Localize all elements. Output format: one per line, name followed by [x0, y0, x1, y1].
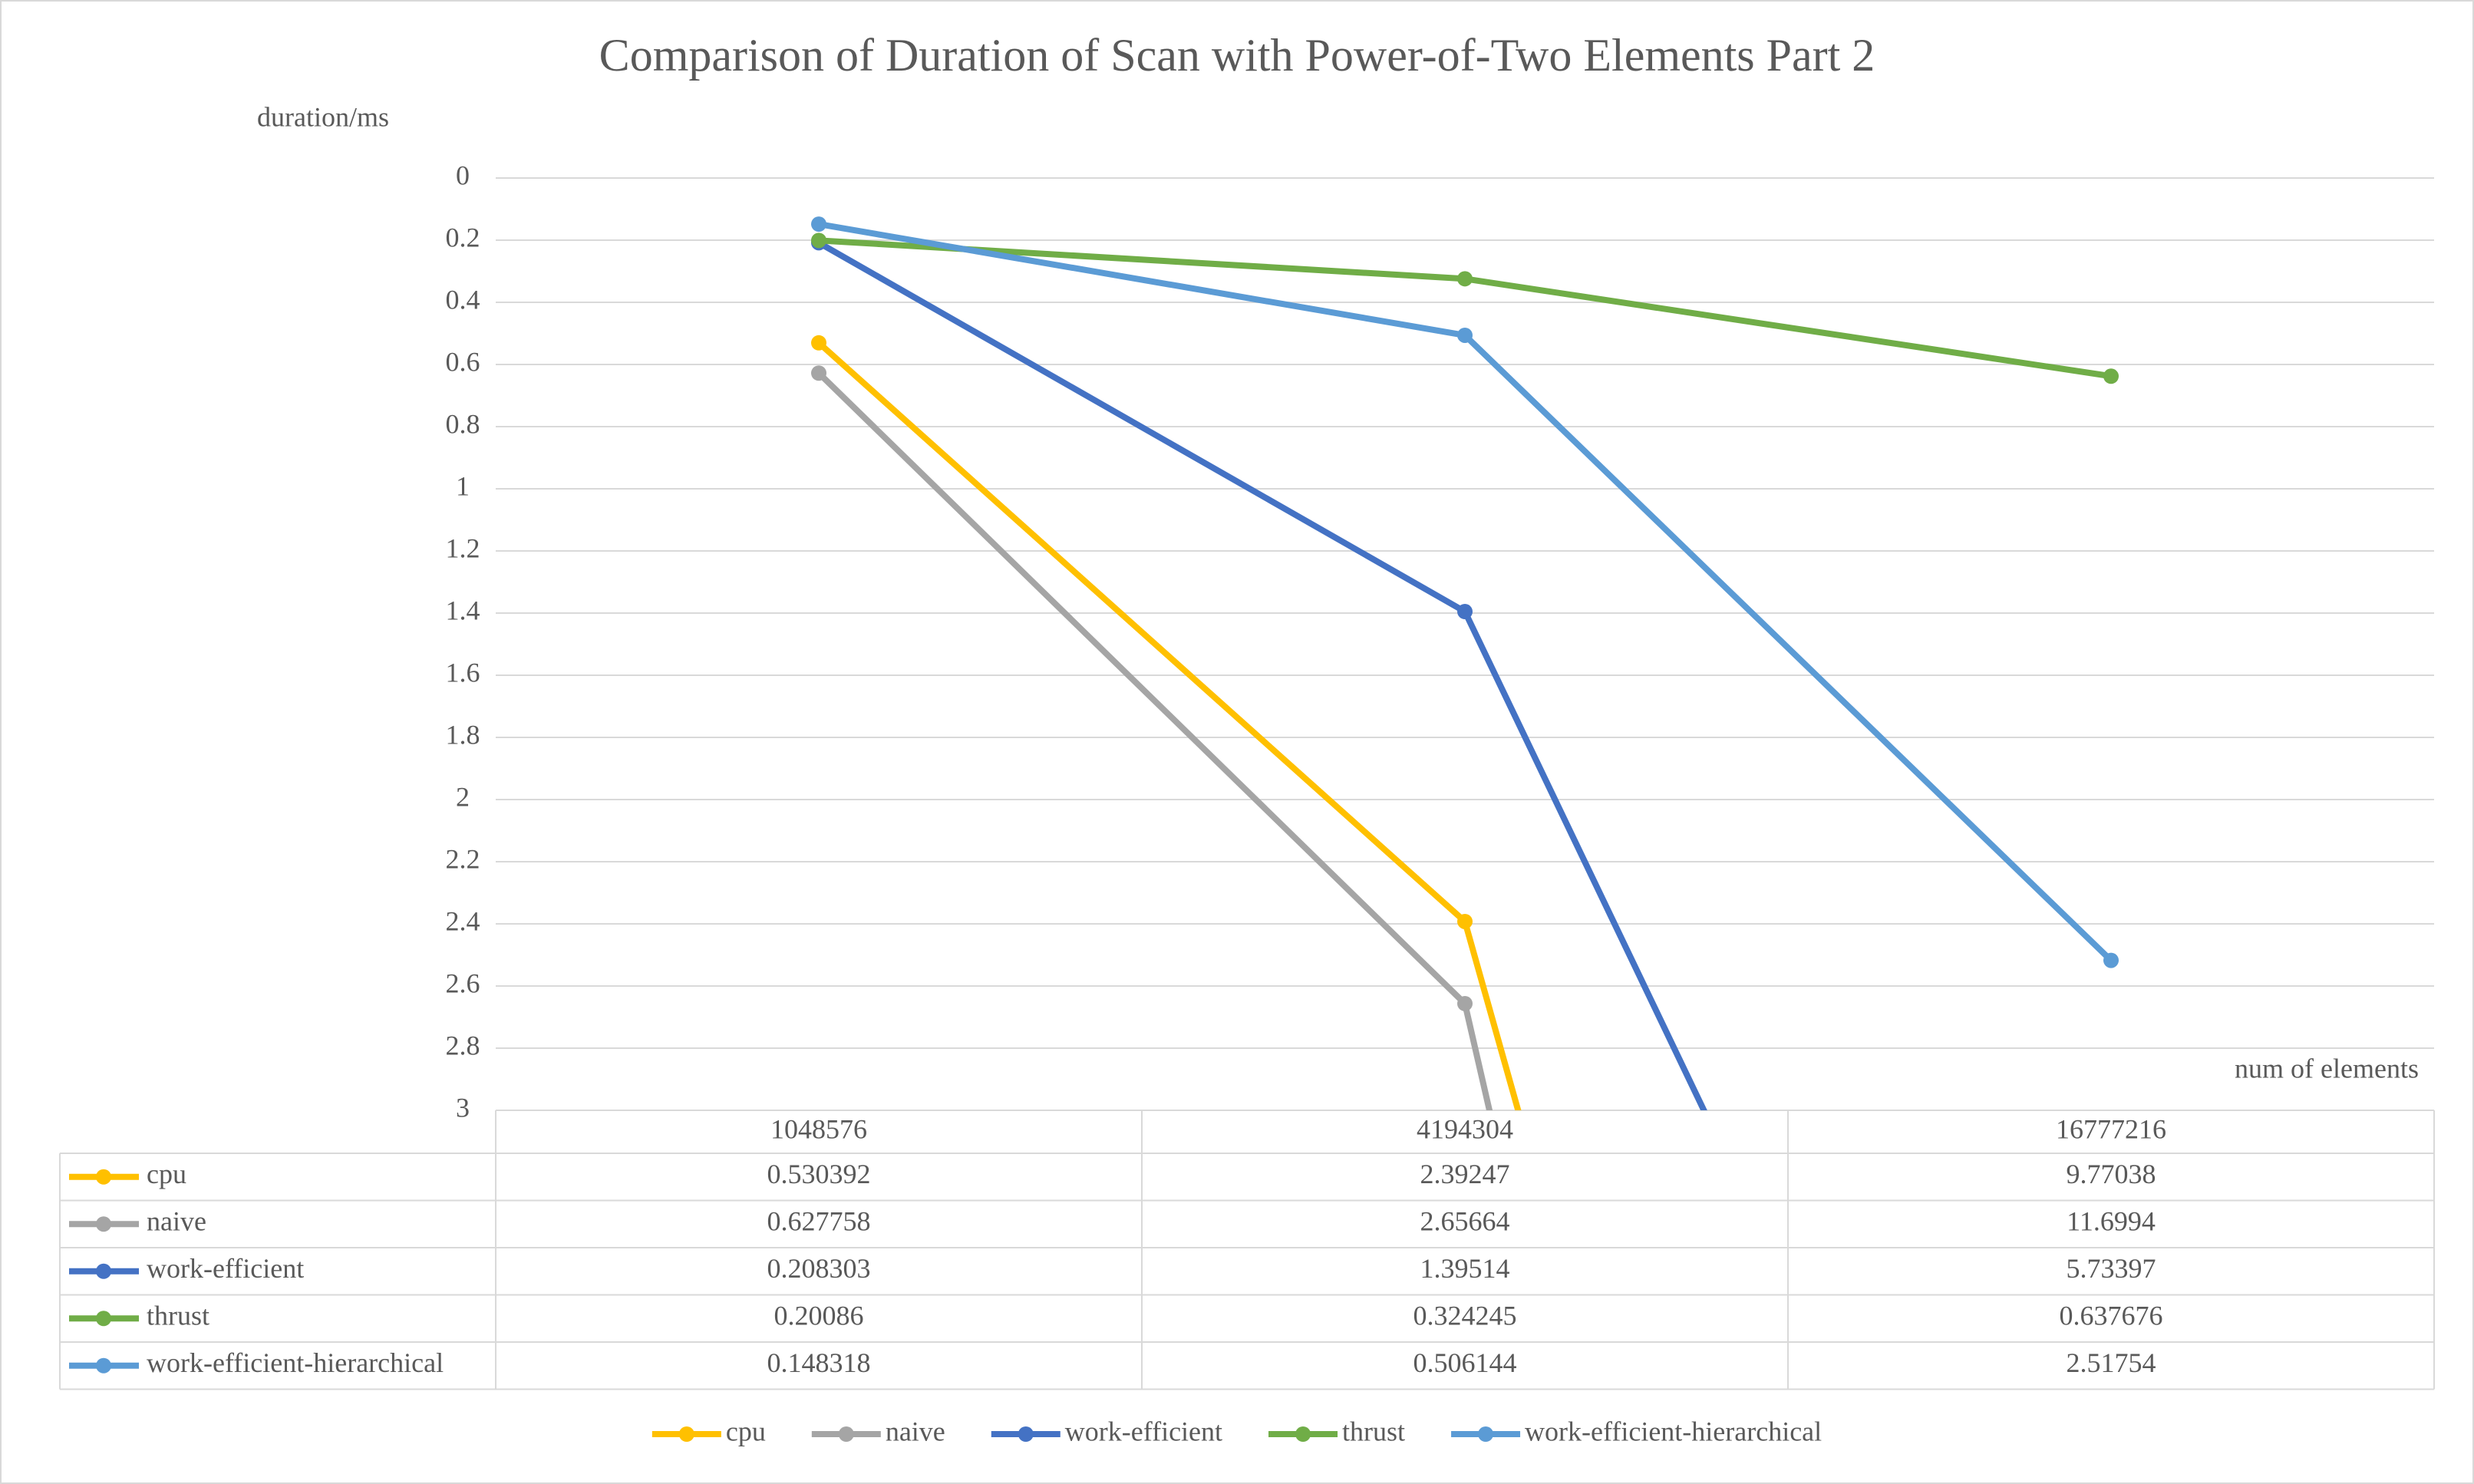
table-value: 0.324245 — [1413, 1301, 1517, 1331]
legend-marker — [1018, 1426, 1034, 1442]
table-value: 0.530392 — [767, 1159, 871, 1189]
legend-label: work-efficient — [1065, 1416, 1222, 1446]
legend-label: cpu — [726, 1416, 766, 1446]
plot-area — [811, 216, 2119, 1110]
table-legend-marker — [96, 1357, 111, 1374]
table-value: 2.39247 — [1420, 1159, 1510, 1189]
y-tick-label: 2.8 — [446, 1030, 480, 1060]
table-value: 0.506144 — [1413, 1347, 1517, 1378]
data-point — [811, 365, 826, 381]
y-tick-label: 1.4 — [446, 595, 480, 625]
y-tick-label: 2.2 — [446, 843, 480, 874]
data-point — [1457, 604, 1473, 620]
legend-marker — [1478, 1426, 1494, 1442]
table-legend-marker — [96, 1216, 111, 1232]
table-value: 0.20086 — [774, 1301, 864, 1331]
legend-label: naive — [886, 1416, 945, 1446]
data-point — [811, 216, 826, 232]
legend-label: work-efficient-hierarchical — [1525, 1416, 1822, 1446]
table-series-name: thrust — [147, 1301, 209, 1331]
legend-item: cpu — [651, 1416, 766, 1446]
y-tick-label: 0.2 — [446, 222, 480, 252]
chart-title: Comparison of Duration of Scan with Powe… — [599, 30, 1875, 81]
table-legend-marker — [96, 1311, 111, 1327]
legend-item: naive — [811, 1416, 945, 1446]
data-point — [811, 335, 826, 351]
y-tick-label: 2 — [456, 781, 470, 812]
data-point — [1457, 271, 1473, 287]
table-value: 0.627758 — [767, 1206, 871, 1237]
table-value: 5.73397 — [2067, 1253, 2156, 1284]
y-tick-label: 0 — [456, 160, 470, 190]
table-value: 11.6994 — [2067, 1206, 2156, 1237]
table-legend-marker — [96, 1169, 111, 1185]
table-series-name: work-efficient — [147, 1253, 304, 1284]
y-tick-label: 0.4 — [446, 284, 480, 315]
y-tick-label: 1 — [456, 470, 470, 501]
table-series-name: work-efficient-hierarchical — [147, 1347, 444, 1378]
data-point — [2103, 952, 2119, 968]
table-value: 9.77038 — [2067, 1159, 2156, 1189]
table-value: 0.208303 — [767, 1253, 871, 1284]
category-label: 16777216 — [2056, 1113, 2166, 1144]
table-value: 2.65664 — [1420, 1206, 1510, 1237]
y-tick-label: 2.6 — [446, 968, 480, 998]
data-point — [1457, 327, 1473, 343]
y-tick-label: 2.4 — [446, 905, 480, 936]
y-tick-label: 3 — [456, 1092, 470, 1123]
y-tick-label: 1.8 — [446, 719, 480, 750]
table-value: 0.148318 — [767, 1347, 871, 1378]
y-axis-label: duration/ms — [257, 101, 389, 132]
table-series-name: cpu — [147, 1159, 186, 1189]
y-tick-label: 0.6 — [446, 346, 480, 377]
x-axis-label: num of elements — [2235, 1053, 2419, 1083]
data-point — [1457, 913, 1473, 929]
data-point — [1457, 995, 1473, 1011]
category-label: 1048576 — [770, 1113, 867, 1144]
y-tick-label: 1.6 — [446, 657, 480, 688]
legend-marker — [1295, 1426, 1311, 1442]
table-value: 1.39514 — [1420, 1253, 1510, 1284]
data-point — [2103, 368, 2119, 384]
table-series-name: naive — [147, 1206, 206, 1237]
table-value: 2.51754 — [2067, 1347, 2156, 1378]
legend-marker — [678, 1426, 694, 1442]
legend-item: thrust — [1268, 1416, 1405, 1446]
legend-label: thrust — [1342, 1416, 1405, 1446]
data-table: 1048576 4194304 16777216 cpu 0.530392 2.39247… — [59, 1110, 2435, 1390]
legend-item: work-efficient-hierarchical — [1451, 1416, 1822, 1446]
table-value: 0.637676 — [2060, 1301, 2163, 1331]
legend-item: work-efficient — [991, 1416, 1222, 1446]
y-tick-label: 1.2 — [446, 533, 480, 563]
y-tick-label: 0.8 — [446, 408, 480, 439]
legend: cpu naive work-efficient thrust work-efficie… — [651, 1416, 1822, 1446]
data-point — [811, 232, 826, 249]
category-label: 4194304 — [1417, 1113, 1513, 1144]
legend-marker — [838, 1426, 854, 1442]
table-legend-marker — [96, 1263, 111, 1279]
